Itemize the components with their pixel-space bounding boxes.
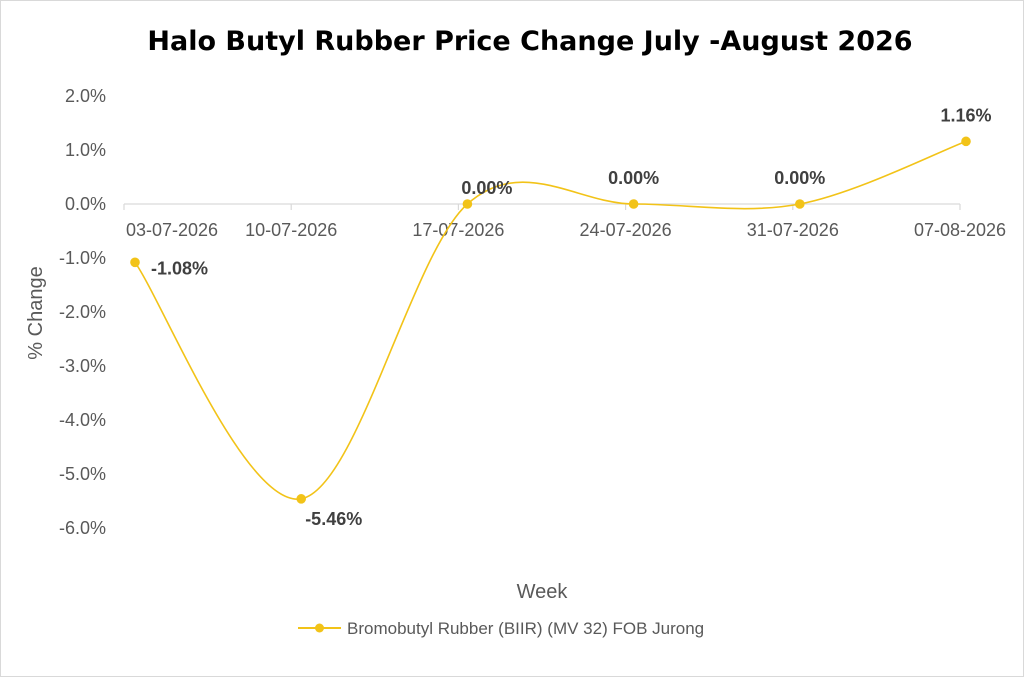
series-line — [134, 140, 967, 500]
data-labels: -1.08% -5.46% 0.00% 0.00% 0.00% 1.16% — [151, 105, 992, 528]
data-label: 1.16% — [940, 105, 991, 125]
x-tick-label: 31-07-2026 — [747, 220, 839, 240]
y-axis-ticks: 2.0% 1.0% 0.0% -1.0% -2.0% -3.0% -4.0% -5.0% -6.… — [59, 86, 106, 538]
y-tick-label: -3.0% — [59, 356, 106, 376]
y-tick-label: 2.0% — [65, 86, 106, 106]
data-label: 0.00% — [608, 168, 659, 188]
data-point — [795, 199, 805, 209]
data-point — [296, 494, 307, 504]
chart-title: Halo Butyl Rubber Price Change July -Aug… — [147, 26, 912, 57]
x-tick-label: 03-07-2026 — [126, 220, 218, 240]
y-tick-label: -4.0% — [59, 410, 106, 430]
data-label: -5.46% — [305, 509, 362, 529]
y-axis-title: % Change — [25, 266, 47, 359]
x-tick-label: 07-08-2026 — [914, 220, 1006, 240]
y-tick-label: -5.0% — [59, 464, 106, 484]
data-point — [130, 257, 140, 268]
data-label: -1.08% — [151, 258, 208, 278]
x-axis-title: Week — [517, 581, 569, 603]
y-tick-label: 0.0% — [65, 194, 106, 214]
y-tick-label: -2.0% — [59, 302, 106, 322]
series-group — [130, 136, 971, 504]
x-axis-tick-marks — [123, 204, 961, 210]
legend-point-marker — [315, 623, 324, 633]
y-tick-label: -6.0% — [59, 518, 106, 538]
x-tick-label: 10-07-2026 — [245, 220, 337, 240]
y-tick-label: 1.0% — [65, 140, 106, 160]
data-point — [961, 136, 971, 147]
data-point — [628, 199, 639, 209]
data-point — [462, 199, 473, 209]
data-label: 0.00% — [774, 168, 825, 188]
legend: Bromobutyl Rubber (BIIR) (MV 32) FOB Jur… — [298, 619, 704, 638]
y-tick-label: -1.0% — [59, 248, 106, 268]
x-axis-ticks: 03-07-2026 10-07-2026 17-07-2026 24-07-2026… — [126, 220, 1006, 240]
legend-label: Bromobutyl Rubber (BIIR) (MV 32) FOB Jur… — [347, 619, 704, 638]
data-label: 0.00% — [461, 178, 512, 198]
x-tick-label: 24-07-2026 — [580, 220, 672, 240]
x-tick-label: 17-07-2026 — [412, 220, 504, 240]
